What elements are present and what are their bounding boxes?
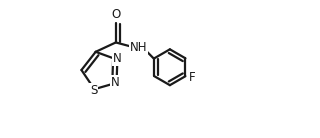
Text: S: S — [90, 83, 97, 96]
Text: O: O — [111, 8, 120, 21]
Text: NH: NH — [130, 41, 147, 54]
Text: N: N — [113, 52, 122, 65]
Text: F: F — [188, 71, 195, 84]
Text: N: N — [111, 76, 120, 89]
